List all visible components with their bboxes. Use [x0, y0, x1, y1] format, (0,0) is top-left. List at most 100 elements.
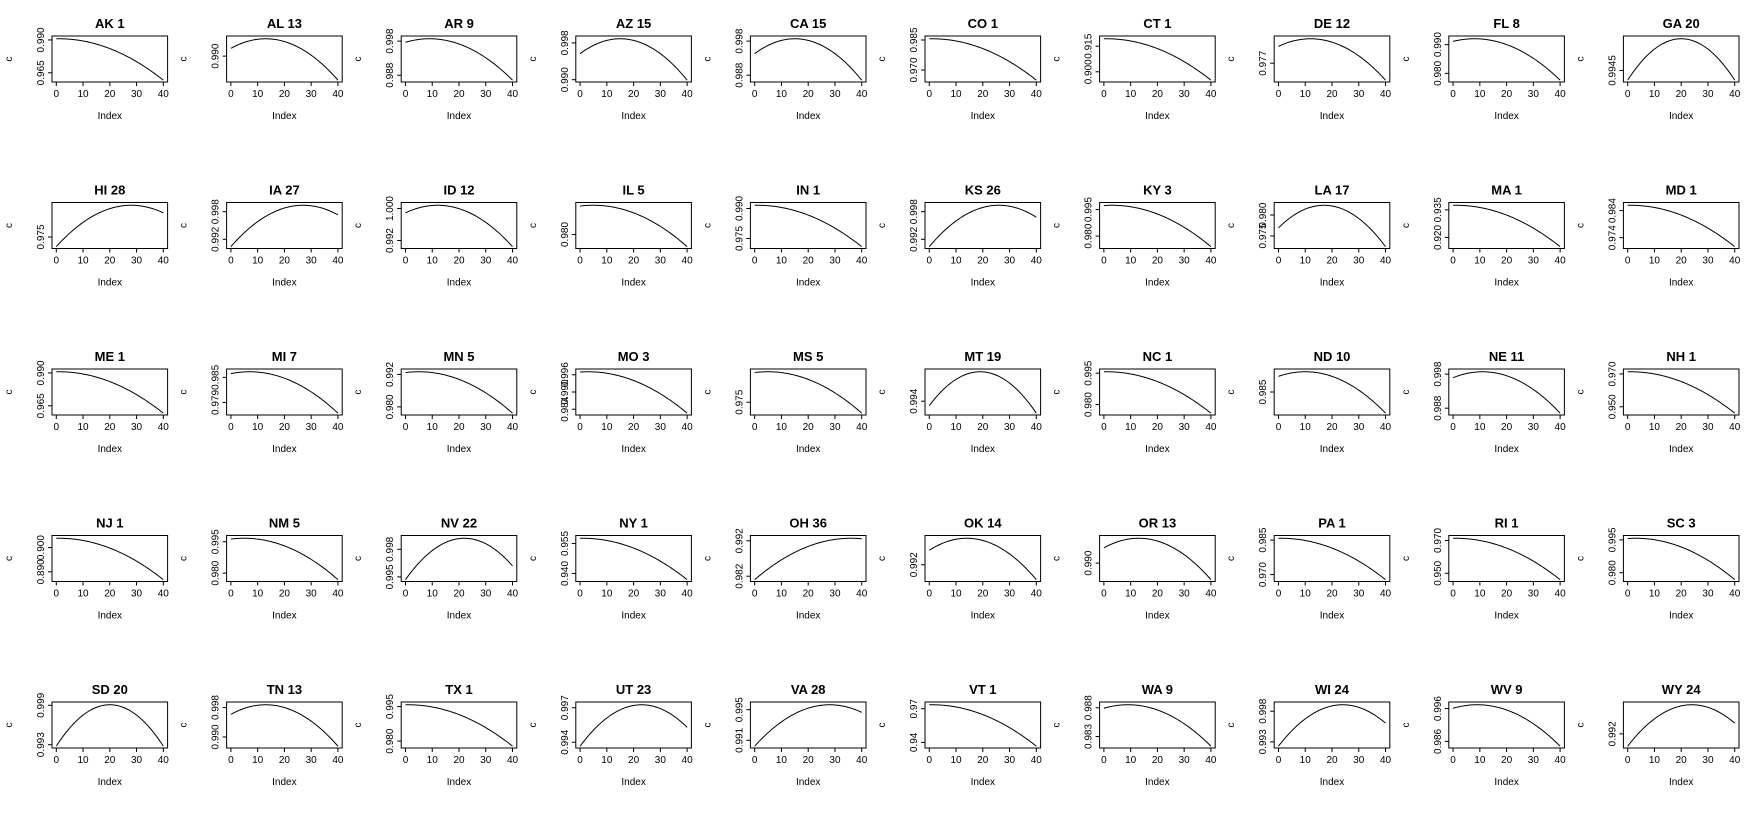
series-line: [230, 204, 339, 247]
x-tick-label: 0: [1276, 589, 1282, 600]
x-tick-label: 0: [577, 589, 583, 600]
y-axis-label: c: [1226, 390, 1237, 395]
x-tick-label: 20: [1676, 89, 1688, 100]
x-axis-label: Index: [971, 444, 995, 455]
x-tick-label: 0: [577, 422, 583, 433]
plot-frame: [575, 368, 692, 416]
series-line: [580, 204, 688, 248]
series-line: [1452, 704, 1561, 747]
x-tick-label: 30: [306, 256, 318, 267]
x-tick-label: 10: [1649, 589, 1661, 600]
y-tick-label: 0.900: [36, 535, 47, 560]
plot-frame: [1273, 535, 1391, 582]
y-axis-label: c: [528, 723, 539, 728]
x-axis-label: Index: [272, 444, 296, 455]
series-line: [230, 38, 339, 81]
series-line: [580, 371, 688, 414]
chart-panel: RI 1 0 10 20 30 40 Index 0.950 0.970 c: [1401, 516, 1566, 622]
x-axis-label: Index: [796, 278, 820, 289]
chart-panel: NM 5 0 10 20 30 40 Index 0.980 0.995 c: [179, 516, 344, 622]
plot-frame: [1448, 535, 1565, 582]
x-tick-label: 30: [1004, 422, 1016, 433]
x-tick-label: 10: [950, 89, 962, 100]
y-axis-label: c: [1575, 390, 1586, 395]
x-tick-label: 40: [1729, 89, 1741, 100]
chart-panel: SC 3 0 10 20 30 40 Index 0.980 0.995 c: [1575, 516, 1740, 622]
x-tick-label: 10: [1649, 422, 1661, 433]
y-tick-label: 0.995: [734, 697, 745, 722]
x-tick-label: 0: [927, 755, 933, 766]
series-line: [928, 371, 1037, 414]
x-tick-label: 0: [752, 589, 758, 600]
y-tick-label: 0.988: [1084, 695, 1095, 720]
panel-title: MA 1: [1491, 183, 1522, 198]
series-line: [55, 204, 164, 247]
y-axis-label: c: [877, 556, 888, 561]
x-axis-label: Index: [1145, 111, 1169, 122]
y-axis-label: c: [877, 223, 888, 228]
x-tick-label: 10: [1474, 755, 1486, 766]
x-tick-label: 30: [306, 589, 318, 600]
plot-frame: [924, 35, 1042, 83]
y-axis-label: c: [528, 223, 539, 228]
chart-panel: MA 1 0 10 20 30 40 Index 0.920 0.935 c: [1401, 183, 1566, 289]
panel-title: NC 1: [1143, 349, 1173, 364]
x-tick-label: 30: [1353, 589, 1365, 600]
y-axis-label: c: [1052, 57, 1063, 62]
y-tick-label: 0.999: [36, 692, 47, 717]
y-axis-label: c: [1052, 556, 1063, 561]
plot-frame: [575, 202, 692, 249]
x-tick-label: 40: [1729, 256, 1741, 267]
panel-title: HI 28: [94, 183, 125, 198]
x-axis-label: Index: [447, 278, 471, 289]
y-axis-label: c: [528, 390, 539, 395]
x-axis-label: Index: [1669, 777, 1693, 788]
series-line: [1627, 204, 1736, 248]
y-tick-label: 0.975: [734, 226, 745, 251]
x-tick-label: 30: [1702, 89, 1714, 100]
y-axis-label: c: [702, 723, 713, 728]
y-axis-label: c: [179, 57, 190, 62]
x-tick-label: 20: [1676, 589, 1688, 600]
plot-frame: [400, 701, 518, 749]
x-tick-label: 10: [950, 256, 962, 267]
x-tick-label: 20: [628, 589, 640, 600]
x-axis-label: Index: [1494, 278, 1518, 289]
x-tick-label: 30: [655, 89, 667, 100]
x-tick-label: 20: [628, 89, 640, 100]
y-tick-label: 0.970: [1433, 527, 1444, 552]
x-axis-label: Index: [796, 611, 820, 622]
x-tick-label: 40: [507, 589, 519, 600]
x-tick-label: 10: [1300, 755, 1312, 766]
x-tick-label: 30: [1528, 755, 1540, 766]
x-tick-label: 40: [1205, 89, 1217, 100]
y-axis-label: c: [1401, 223, 1412, 228]
x-tick-label: 30: [1702, 256, 1714, 267]
x-tick-label: 20: [453, 256, 465, 267]
x-tick-label: 10: [252, 589, 264, 600]
x-tick-label: 20: [1152, 589, 1164, 600]
x-tick-label: 10: [252, 755, 264, 766]
y-axis-label: c: [353, 723, 364, 728]
panel-title: WY 24: [1662, 682, 1702, 697]
x-axis-label: Index: [1320, 444, 1344, 455]
x-tick-label: 40: [332, 755, 344, 766]
x-tick-label: 20: [1152, 89, 1164, 100]
chart-panel: NE 11 0 10 20 30 40 Index 0.988 0.998 c: [1401, 349, 1566, 455]
x-tick-label: 0: [1625, 89, 1631, 100]
x-tick-label: 0: [1276, 755, 1282, 766]
x-tick-label: 40: [1555, 589, 1567, 600]
y-tick-label: 0.990: [36, 360, 47, 385]
panel-title: CA 15: [790, 16, 826, 31]
panel-title: UT 23: [616, 682, 651, 697]
x-axis-label: Index: [1669, 444, 1693, 455]
x-tick-label: 30: [829, 755, 841, 766]
panel-title: CT 1: [1143, 16, 1171, 31]
panel-title: AK 1: [95, 16, 125, 31]
series-line: [1627, 537, 1736, 581]
x-tick-label: 20: [104, 755, 116, 766]
x-tick-label: 40: [1031, 589, 1043, 600]
